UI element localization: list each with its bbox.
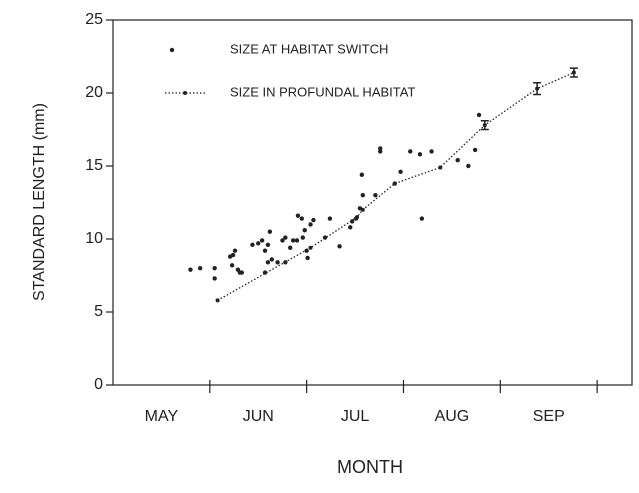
y-tick-label: 0 (94, 376, 103, 393)
y-tick-label: 15 (85, 157, 103, 174)
point (230, 252, 236, 258)
legend-marker (183, 91, 187, 95)
point (398, 169, 403, 175)
line (217, 71, 575, 301)
x-category-label: JUN (243, 408, 274, 425)
point (417, 152, 423, 157)
y-tick-label: 25 (85, 11, 103, 28)
point (295, 213, 301, 218)
point (256, 241, 261, 246)
point (269, 257, 274, 262)
point (265, 242, 271, 248)
line-point (392, 181, 397, 186)
point (212, 266, 217, 271)
point (311, 217, 316, 223)
point (359, 172, 365, 177)
y-tick-label: 20 (85, 84, 103, 101)
y-tick-label: 10 (85, 230, 103, 247)
point (250, 242, 255, 248)
point (290, 238, 296, 243)
point (188, 267, 193, 272)
point (466, 163, 471, 169)
point (300, 235, 305, 240)
point (239, 270, 244, 275)
point (348, 225, 353, 230)
error-bar (569, 67, 578, 78)
legend-label: SIZE IN PROFUNDAL HABITAT (230, 84, 415, 99)
point (197, 266, 203, 271)
error-bar (533, 82, 542, 96)
x-category-label: SEP (533, 408, 565, 425)
point (283, 235, 288, 240)
point (476, 112, 482, 118)
point (259, 238, 265, 243)
point (455, 157, 460, 163)
point (429, 149, 434, 154)
point (378, 146, 383, 151)
point (360, 193, 366, 198)
point (322, 235, 328, 240)
point (472, 147, 478, 153)
x-category-label: AUG (435, 408, 470, 425)
x-category-label: JUL (341, 408, 370, 425)
x-axis-label: MONTH (337, 457, 403, 477)
point (305, 255, 310, 261)
error-bar (480, 119, 489, 131)
line-point (360, 207, 365, 212)
point (302, 228, 307, 233)
point (308, 222, 313, 227)
point (212, 276, 217, 281)
legend-label: SIZE AT HABITAT SWITCH (230, 41, 388, 56)
point (408, 149, 413, 154)
point (337, 244, 342, 249)
y-tick-label: 5 (94, 303, 103, 320)
legend-marker (169, 47, 175, 53)
point (267, 229, 273, 234)
plot-frame (112, 19, 633, 386)
point (327, 216, 333, 221)
point (349, 219, 355, 224)
point (232, 248, 238, 253)
point (373, 193, 378, 198)
point (287, 245, 293, 250)
point (265, 260, 271, 265)
x-category-label: MAY (145, 408, 179, 425)
y-axis-label: STANDARD LENGTH (mm) (31, 103, 48, 301)
point (419, 216, 425, 221)
point (280, 238, 285, 243)
line-point (355, 215, 360, 220)
point (229, 263, 235, 268)
point (275, 260, 280, 265)
point (262, 248, 268, 253)
point (299, 216, 305, 221)
line-point (308, 245, 313, 250)
point (294, 238, 300, 243)
line-point (215, 298, 220, 303)
line-point (438, 165, 443, 170)
